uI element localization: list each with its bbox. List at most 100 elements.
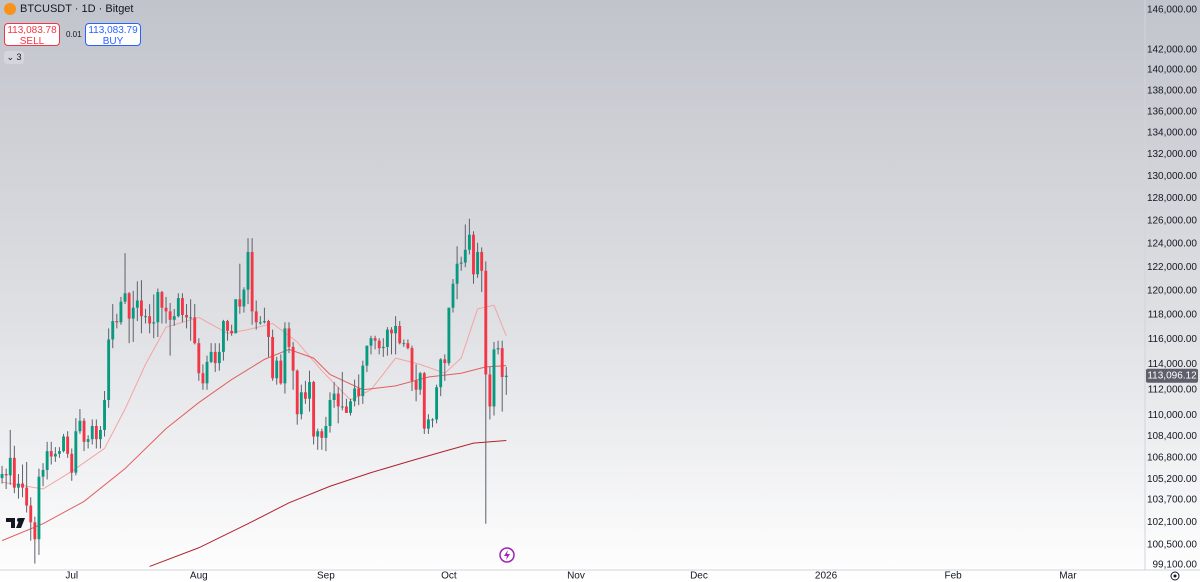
candle-body	[62, 436, 65, 452]
y-tick-label: 103,700.00	[1147, 495, 1197, 506]
buy-button[interactable]: 113,083.79 BUY	[85, 23, 141, 47]
indicator-count: 3	[16, 52, 22, 62]
candle-body	[476, 252, 480, 275]
candle-body	[127, 293, 131, 319]
candle-body	[279, 360, 283, 384]
indicator-toggle[interactable]: ⌄ 3	[4, 51, 24, 64]
candle-body	[431, 419, 434, 421]
candle-body	[139, 300, 143, 317]
tradingview-logo	[6, 518, 25, 528]
x-tick-label: Sep	[317, 571, 335, 582]
candle-body	[180, 298, 184, 315]
x-tick-label: Dec	[690, 571, 708, 582]
y-tick-label: 128,000.00	[1147, 193, 1197, 204]
candle-body	[226, 321, 229, 331]
lightning-icon[interactable]	[499, 547, 515, 563]
candle-body	[295, 370, 299, 415]
candle-body	[205, 361, 209, 384]
candle-body	[377, 340, 381, 349]
candle-body	[455, 263, 459, 284]
candle-body	[426, 419, 430, 429]
candle-body	[463, 249, 467, 263]
candle-body	[267, 321, 270, 337]
x-tick-label: Feb	[945, 571, 963, 582]
candle-body	[176, 298, 180, 317]
candle-body	[332, 393, 336, 400]
y-tick-label: 132,000.00	[1147, 149, 1197, 160]
candle-body	[316, 431, 320, 437]
candle-body	[439, 359, 443, 388]
candle-body	[303, 392, 307, 399]
moving-average	[149, 439, 507, 567]
candle-body	[443, 359, 447, 364]
candle-body	[152, 322, 156, 324]
candle-body	[308, 382, 311, 399]
candles	[0, 218, 508, 564]
candle-body	[90, 425, 94, 440]
candle-body	[246, 252, 250, 290]
candle-body	[291, 346, 295, 371]
candle-body	[365, 345, 369, 366]
candle-body	[406, 343, 410, 349]
candle-body	[78, 420, 82, 432]
candle-body	[398, 325, 402, 344]
y-tick-label: 140,000.00	[1147, 65, 1197, 76]
spread: 0.01	[66, 30, 82, 39]
y-tick-label: 112,000.00	[1148, 384, 1198, 395]
candle-body	[504, 375, 508, 377]
candle-body	[37, 476, 41, 540]
sell-button[interactable]: 113,083.78 SELL	[4, 23, 60, 47]
candle-body	[410, 348, 414, 381]
candle-body	[422, 373, 426, 429]
candle-body	[467, 234, 471, 250]
candle-body	[340, 406, 344, 408]
y-tick-label: 116,000.00	[1148, 334, 1198, 345]
buy-price: 113,083.79	[88, 25, 138, 36]
y-tick-label: 106,800.00	[1147, 452, 1197, 463]
y-tick-label: 146,000.00	[1147, 5, 1197, 16]
y-tick-label: 126,000.00	[1147, 216, 1197, 227]
candle-body	[160, 292, 164, 308]
candle-body	[254, 311, 258, 323]
candle-body	[4, 474, 8, 476]
candle-body	[381, 346, 385, 349]
candle-body	[156, 292, 160, 323]
candle-body	[189, 317, 193, 319]
candle-body	[99, 429, 102, 440]
moving-average	[1, 304, 507, 490]
candle-body	[197, 343, 201, 374]
candle-body	[17, 483, 20, 488]
candle-body	[344, 406, 348, 413]
y-tick-label: 120,000.00	[1147, 286, 1197, 297]
candle-body	[357, 388, 361, 397]
x-tick-label: Jul	[65, 571, 78, 582]
candle-body	[185, 314, 188, 318]
candle-body	[86, 439, 90, 442]
candle-body	[435, 387, 439, 420]
x-tick-label: Aug	[190, 571, 208, 582]
candle-body	[447, 307, 451, 364]
y-tick-label: 142,000.00	[1147, 44, 1197, 55]
candle-body	[172, 316, 176, 320]
candle-body	[402, 343, 406, 345]
sell-label: SELL	[19, 36, 45, 47]
symbol-header[interactable]: BTCUSDT · 1D · Bitget	[4, 3, 134, 15]
candle-body	[459, 262, 463, 264]
candle-body	[66, 436, 70, 454]
candle-body	[492, 349, 496, 407]
candle-body	[418, 373, 422, 390]
candle-body	[148, 316, 152, 324]
y-tick-label: 100,500.00	[1147, 540, 1197, 551]
y-tick-label: 136,000.00	[1147, 106, 1197, 117]
candle-body	[496, 348, 500, 350]
settings-icon[interactable]	[1170, 571, 1180, 581]
x-tick-label: Mar	[1059, 571, 1077, 582]
candle-body	[58, 451, 61, 454]
candle-body	[8, 457, 12, 476]
candle-body	[111, 321, 115, 340]
x-tick-label: Nov	[567, 571, 585, 582]
y-tick-label: 105,200.00	[1147, 474, 1197, 485]
candle-body	[484, 270, 488, 375]
candle-body	[217, 351, 221, 364]
y-tick-label: 122,000.00	[1147, 262, 1197, 273]
